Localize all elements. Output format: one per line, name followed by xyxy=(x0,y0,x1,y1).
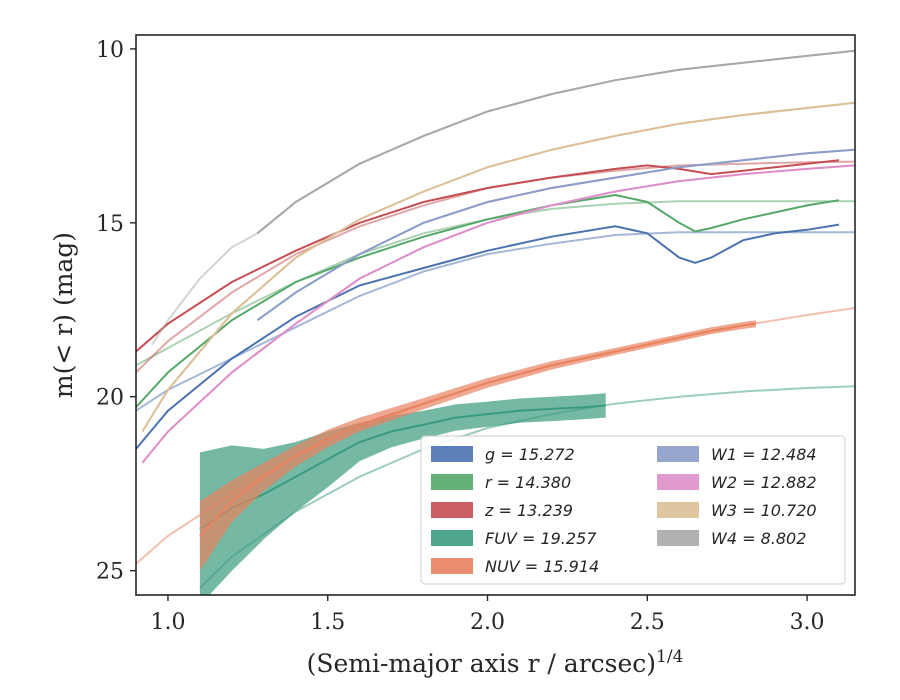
x-tick-label-4: 3.0 xyxy=(790,610,825,635)
series-3-data-line xyxy=(199,404,606,530)
series-1-data-line xyxy=(136,193,840,408)
x-tick-label-2: 2.0 xyxy=(470,610,505,635)
legend-label-2: z = 13.239 xyxy=(484,501,573,520)
series-layer xyxy=(136,49,855,595)
series-6-data-line xyxy=(141,164,855,464)
plot-frame xyxy=(135,34,856,596)
series-0 xyxy=(136,223,855,450)
series-5 xyxy=(256,148,855,322)
legend-swatch-8 xyxy=(657,530,699,546)
series-7-data-line xyxy=(141,101,855,433)
legend-swatch-0 xyxy=(431,446,473,462)
legend-label-5: W1 = 12.484 xyxy=(711,445,817,464)
series-6 xyxy=(141,164,855,464)
y-axis-title: m(< r) (mag) xyxy=(49,232,78,398)
y-tick-label-0: 10 xyxy=(96,38,124,63)
legend-label-6: W2 = 12.882 xyxy=(711,473,817,492)
legend-swatch-7 xyxy=(657,502,699,518)
legend-label-7: W3 = 10.720 xyxy=(711,501,817,520)
legend-box xyxy=(420,435,846,585)
x-tick-label-3: 2.5 xyxy=(630,610,665,635)
legend-label-4: NUV = 15.914 xyxy=(485,557,599,576)
y-tick-label-3: 25 xyxy=(96,560,124,585)
series-4-data-line xyxy=(199,322,757,537)
y-tick-label-1: 15 xyxy=(96,212,124,237)
series-7 xyxy=(141,101,855,433)
x-axis-title-text: (Semi-major axis r / arcsec) xyxy=(307,649,656,678)
series-5-data-line xyxy=(256,148,855,322)
axis-layer: 1.0 1.5 2.0 2.5 3.0 10 15 20 25 xyxy=(96,38,825,635)
series-1-model-line xyxy=(136,200,855,367)
x-axis-title-sup: 1/4 xyxy=(656,647,683,667)
series-1 xyxy=(136,193,855,408)
x-tick-label-0: 1.0 xyxy=(150,610,185,635)
series-4-error-band xyxy=(199,320,756,571)
series-8 xyxy=(151,49,855,346)
series-8-data-line xyxy=(256,49,855,235)
legend-swatch-6 xyxy=(657,474,699,490)
series-2-model-line xyxy=(136,160,855,374)
legend: g = 15.272 r = 14.380 z = 13.239 FUV = 19.2… xyxy=(420,435,846,585)
x-axis-title: (Semi-major axis r / arcsec)1/4 xyxy=(307,647,684,678)
series-0-data-line xyxy=(136,223,840,450)
legend-swatch-1 xyxy=(431,474,473,490)
y-tick-label-2: 20 xyxy=(96,386,124,411)
legend-label-3: FUV = 19.257 xyxy=(485,529,597,548)
legend-label-0: g = 15.272 xyxy=(485,445,575,464)
legend-swatch-2 xyxy=(431,502,473,518)
legend-label-1: r = 14.380 xyxy=(485,473,571,492)
series-2 xyxy=(136,159,855,374)
legend-swatch-3 xyxy=(431,530,473,546)
legend-label-8: W4 = 8.802 xyxy=(711,529,806,548)
legend-swatch-5 xyxy=(657,446,699,462)
series-4 xyxy=(136,307,855,571)
series-2-data-line xyxy=(136,159,840,353)
legend-swatch-4 xyxy=(431,558,473,574)
x-tick-label-1: 1.5 xyxy=(310,610,345,635)
